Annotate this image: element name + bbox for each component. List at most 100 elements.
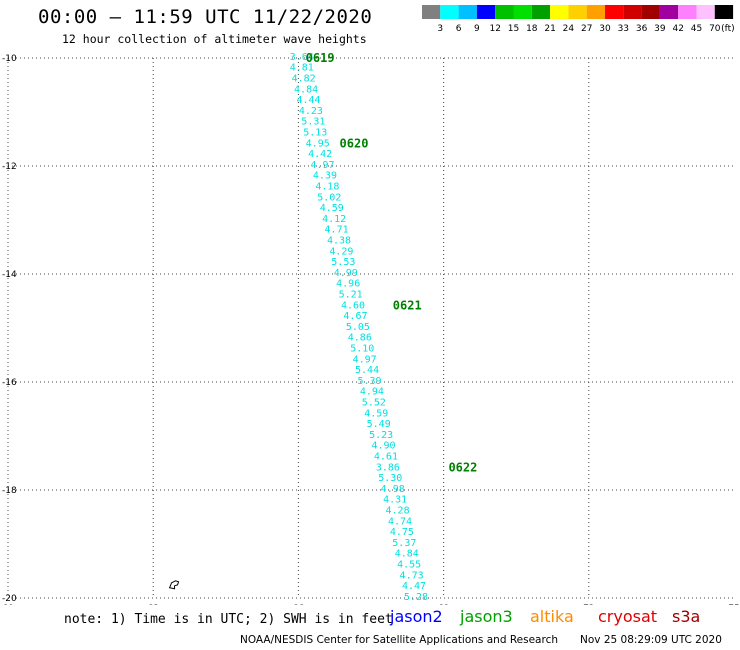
- wave-height-reading: 3.86: [376, 462, 400, 473]
- wave-height-reading: 5.49: [367, 419, 391, 430]
- legend-label: 33: [618, 24, 629, 34]
- legend-swatch: [531, 5, 551, 19]
- legend-swatch: [550, 5, 569, 19]
- lat-tick-label: -10: [2, 54, 17, 64]
- wave-height-reading: 4.18: [315, 182, 339, 193]
- wave-height-reading: 4.75: [390, 527, 414, 538]
- legend-swatch: [513, 5, 532, 19]
- sat-altika: altika: [530, 607, 574, 626]
- wave-height-reading: 4.97: [353, 354, 377, 365]
- legend-label: 3: [437, 24, 443, 34]
- wave-height-reading: 4.29: [329, 246, 353, 257]
- lon-tick-label: 63: [147, 604, 158, 605]
- legend-swatch: [495, 5, 514, 19]
- legend-label: 18: [526, 24, 538, 34]
- sat-jason3: jason3: [460, 607, 513, 626]
- legend-swatch: [678, 5, 697, 19]
- legend-label: 70: [709, 24, 721, 34]
- wave-height-reading: 5.10: [350, 344, 374, 355]
- lon-tick-label: 69: [438, 604, 450, 605]
- lon-tick-label: 66: [293, 604, 305, 605]
- wave-height-reading: 4.12: [322, 214, 346, 225]
- legend-label: 21: [544, 24, 555, 34]
- wave-height-reading: 4.98: [381, 484, 405, 495]
- wave-height-reading: 4.86: [348, 333, 372, 344]
- wave-height-reading: 4.61: [374, 452, 398, 463]
- wave-height-reading: 5.39: [357, 376, 381, 387]
- legend-label: 9: [474, 24, 480, 34]
- wave-height-reading: 4.90: [371, 441, 395, 452]
- legend-label: 30: [599, 24, 611, 34]
- legend-swatch: [422, 5, 441, 19]
- legend-label: 15: [508, 24, 519, 34]
- wave-height-reading: 4.82: [292, 74, 316, 85]
- wave-height-reading: 4.59: [364, 408, 388, 419]
- wave-height-reading: 4.42: [308, 149, 332, 160]
- legend-label: 6: [456, 24, 462, 34]
- pass-time-label: 0619: [306, 51, 335, 65]
- lat-tick-label: -14: [2, 270, 17, 280]
- lat-tick-label: -12: [2, 162, 17, 172]
- sat-jason2: jason2: [390, 607, 443, 626]
- wave-height-reading: 4.84: [395, 549, 419, 560]
- wave-height-reading: 4.99: [334, 268, 358, 279]
- wave-height-reading: 4.84: [294, 84, 318, 95]
- wave-height-reading: 4.47: [402, 581, 426, 592]
- wave-height-reading: 4.97: [311, 160, 335, 171]
- lat-tick-label: -20: [2, 594, 17, 604]
- wave-height-reading: 4.71: [325, 225, 349, 236]
- lon-tick-label: 72: [583, 604, 594, 605]
- legend-label: 36: [636, 24, 648, 34]
- wave-height-reading: 5.30: [378, 473, 402, 484]
- wave-height-reading: 5.31: [301, 117, 325, 128]
- gridlines: [7, 57, 734, 599]
- wave-height-reading: 5.21: [339, 290, 363, 301]
- legend-swatch: [696, 5, 715, 19]
- wave-height-reading: 4.94: [360, 387, 384, 398]
- wave-height-reading: 5.44: [355, 365, 379, 376]
- wave-height-reading: 4.28: [386, 506, 410, 517]
- legend-label: 39: [654, 24, 666, 34]
- legend-unit: (ft): [721, 24, 734, 34]
- legend-label: 42: [672, 24, 683, 34]
- generated-timestamp: Nov 25 08:29:09 UTC 2020: [580, 634, 722, 646]
- legend-swatch: [659, 5, 679, 19]
- wave-height-reading: 4.59: [320, 203, 344, 214]
- sat-cryosat: cryosat: [598, 607, 658, 626]
- wave-height-reading: 4.23: [299, 106, 323, 117]
- map-subtitle: 12 hour collection of altimeter wave hei…: [62, 32, 367, 46]
- wave-height-reading: 5.02: [317, 192, 341, 203]
- note-text: note: 1) Time is in UTC; 2) SWH is in fe…: [64, 612, 393, 627]
- wave-height-reading: 3.64: [290, 52, 314, 63]
- pass-time-label: 0622: [448, 460, 477, 474]
- map-title: 00:00 – 11:59 UTC 11/22/2020: [38, 6, 373, 28]
- altimeter-track: 3.644.814.824.844.444.235.315.134.954.42…: [290, 51, 478, 603]
- lat-tick-label: -16: [2, 378, 17, 388]
- legend-swatch: [568, 5, 587, 19]
- lon-tick-label: 75: [728, 604, 739, 605]
- color-legend: 3 6 9 12 15 18 21 24 27 30 33 36 39 42 45 70 (ft): [422, 5, 734, 34]
- wave-height-reading: 4.44: [296, 95, 320, 106]
- wave-height-reading: 4.96: [336, 279, 360, 290]
- legend-label: 45: [691, 24, 702, 34]
- wave-height-reading: 5.28: [404, 592, 428, 603]
- lon-tick-label: 60: [2, 604, 14, 605]
- altimeter-map: -10-12-14-16-18-206063666972753.644.814.…: [2, 51, 740, 605]
- legend-swatch: [476, 5, 496, 19]
- legend-swatch: [586, 5, 605, 19]
- legend-swatch: [714, 5, 734, 19]
- legend-label: 27: [581, 24, 592, 34]
- wave-height-reading: 5.53: [331, 257, 355, 268]
- lat-tick-label: -18: [2, 486, 17, 496]
- wave-height-reading: 4.74: [388, 516, 412, 527]
- legend-swatch: [605, 5, 624, 19]
- wave-height-reading: 4.81: [290, 63, 314, 74]
- wave-height-reading: 4.55: [397, 560, 421, 571]
- wave-height-reading: 4.67: [343, 311, 367, 322]
- legend-swatch: [440, 5, 459, 19]
- legend-swatch: [623, 5, 642, 19]
- wave-height-reading: 4.38: [327, 236, 351, 247]
- island-outline: [168, 580, 180, 590]
- legend-swatch: [641, 5, 660, 19]
- wave-height-reading: 4.60: [341, 300, 365, 311]
